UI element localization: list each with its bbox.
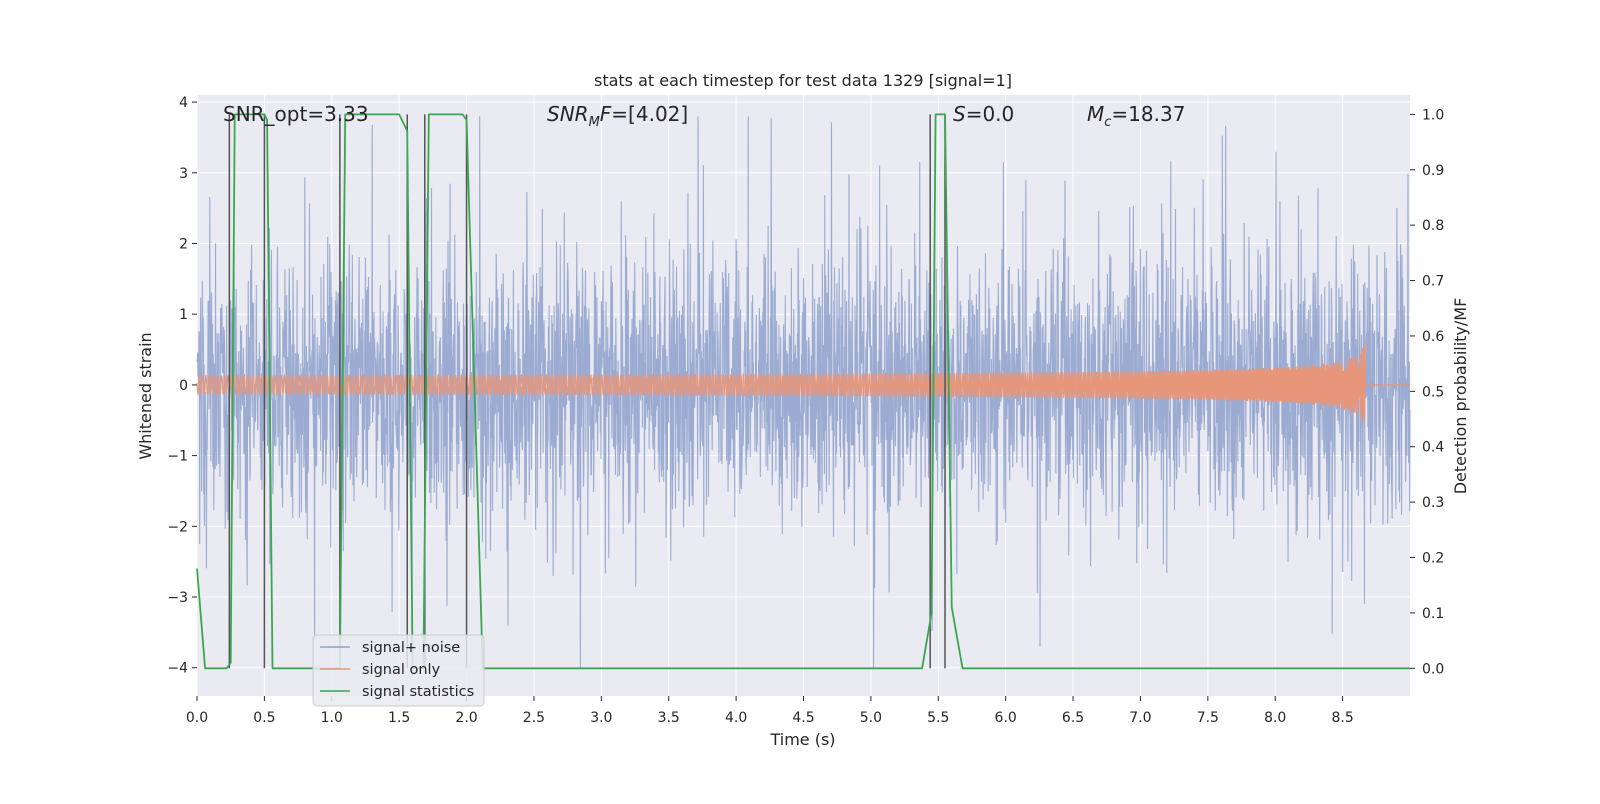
y-right-tick-label-0: 0.0 — [1422, 661, 1444, 677]
y-axis-right: 0.0 0.1 0.2 0.3 0.4 0.5 0.6 0.7 0.8 0.9 1.0 — [1410, 107, 1444, 677]
y-left-tick-label-4: 0 — [179, 378, 188, 394]
y-right-tick-label-7: 0.7 — [1422, 274, 1444, 290]
signal-noise-line — [196, 116, 1411, 668]
x-tick-label-4: 2.0 — [455, 710, 477, 726]
legend-label-signal-only: signal only — [362, 662, 441, 678]
x-tick-label-14: 7.0 — [1129, 710, 1151, 726]
y-right-tick-label-9: 0.9 — [1422, 163, 1444, 179]
y-right-tick-label-1: 0.1 — [1422, 606, 1444, 622]
x-tick-label-2: 1.0 — [321, 710, 343, 726]
y-left-tick-label-6: 2 — [179, 236, 188, 252]
x-tick-label-13: 6.5 — [1062, 710, 1084, 726]
signal-noise-series — [196, 116, 1411, 668]
y-left-tick-label-2: −2 — [167, 519, 188, 535]
x-tick-label-16: 8.0 — [1264, 710, 1286, 726]
threshold-lines — [228, 114, 946, 669]
x-tick-label-1: 0.5 — [253, 710, 275, 726]
x-axis-label: Time (s) — [769, 730, 835, 749]
x-tick-label-11: 5.5 — [927, 710, 949, 726]
legend-box — [312, 634, 485, 707]
annotation-s: S=0.0 — [953, 102, 1014, 126]
y-axis-left: −4 −3 −2 −1 0 1 2 3 4 — [167, 95, 197, 677]
y-axis-label-left: Whitened strain — [136, 332, 155, 459]
y-right-tick-label-5: 0.5 — [1422, 384, 1444, 400]
y-right-tick-label-10: 1.0 — [1422, 107, 1444, 123]
y-left-tick-label-7: 3 — [179, 166, 188, 182]
signal-only-series — [196, 339, 1410, 424]
annotation-snr-mf: SNRMF=[4.02] — [547, 102, 688, 130]
y-right-tick-label-3: 0.3 — [1422, 495, 1444, 511]
y-right-tick-label-6: 0.6 — [1422, 329, 1444, 345]
y-axis-label-right: Detection probability/MF — [1451, 298, 1470, 495]
legend: signal+ noise signal only signal statist… — [312, 634, 485, 707]
y-left-tick-label-5: 1 — [179, 307, 188, 323]
legend-label-signal-noise: signal+ noise — [362, 640, 460, 656]
x-tick-label-5: 2.5 — [523, 710, 545, 726]
x-tick-label-15: 7.5 — [1197, 710, 1219, 726]
x-tick-label-0: 0.0 — [186, 710, 208, 726]
annotations: SNR_opt=3.33 SNRMF=[4.02] S=0.0 Mc=18.37 — [223, 102, 1185, 130]
x-tick-label-9: 4.5 — [792, 710, 814, 726]
y-left-tick-label-1: −3 — [167, 590, 188, 606]
y-right-tick-label-4: 0.4 — [1422, 440, 1444, 456]
y-left-tick-label-3: −1 — [167, 449, 188, 465]
signal-only-line — [196, 339, 1410, 424]
x-tick-label-12: 6.0 — [995, 710, 1017, 726]
annotation-snr-opt: SNR_opt=3.33 — [223, 102, 369, 126]
y-right-tick-label-8: 0.8 — [1422, 218, 1444, 234]
x-tick-label-6: 3.0 — [590, 710, 612, 726]
x-axis: 0.0 0.5 1.0 1.5 2.0 2.5 3.0 3.5 4.0 4.5 5.0 5.5 6.0 6… — [186, 696, 1354, 726]
chart-title: stats at each timestep for test data 132… — [594, 71, 1012, 90]
x-tick-label-8: 4.0 — [725, 710, 747, 726]
x-tick-label-17: 8.5 — [1331, 710, 1353, 726]
x-tick-label-3: 1.5 — [388, 710, 410, 726]
y-right-tick-label-2: 0.2 — [1422, 551, 1444, 567]
legend-label-signal-statistics: signal statistics — [362, 684, 474, 700]
annotation-mc: Mc=18.37 — [1087, 102, 1185, 130]
y-left-tick-label-8: 4 — [179, 95, 188, 111]
x-tick-label-10: 5.0 — [860, 710, 882, 726]
y-left-tick-label-0: −4 — [167, 661, 188, 677]
x-tick-label-7: 3.5 — [658, 710, 680, 726]
